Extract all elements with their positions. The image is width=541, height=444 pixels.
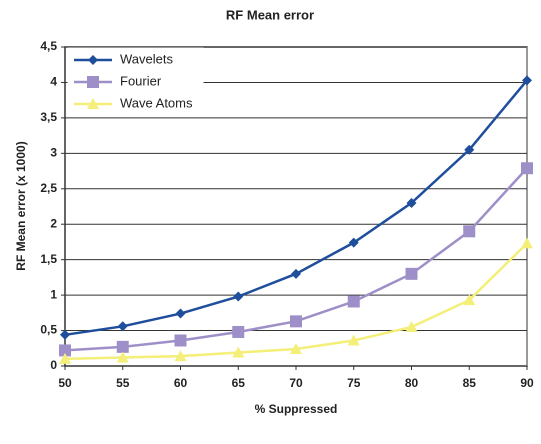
marker [232,346,245,358]
marker [232,325,245,338]
y-tick-label: 1,5 [40,252,57,266]
marker [347,334,360,346]
marker [406,197,417,208]
chart-title: RF Mean error [226,7,314,22]
x-tick-label: 55 [116,376,130,390]
marker [59,344,71,357]
legend-label: Wavelets [120,51,173,66]
marker [522,75,532,86]
y-tick-label: 2 [50,216,57,230]
marker [116,340,129,353]
marker [116,351,129,363]
legend-label: Fourier [120,73,162,88]
marker [290,342,302,354]
marker [347,295,360,308]
y-tick-label: 3 [50,146,57,160]
marker [88,55,98,65]
marker [59,352,71,364]
marker [521,162,533,175]
marker [60,329,70,340]
marker [348,237,359,248]
marker [405,267,418,280]
marker [175,308,186,319]
x-tick-label: 90 [520,376,534,390]
y-tick-label: 0,5 [40,323,57,337]
x-tick-label: 75 [347,376,361,390]
marker [87,98,99,109]
x-axis-label: % Suppressed [255,402,338,416]
marker [290,315,302,328]
marker [174,334,187,347]
legend-label: Wave Atoms [120,95,193,110]
marker [463,294,476,306]
x-tick-label: 70 [289,376,303,390]
x-tick-label: 50 [58,376,72,390]
y-tick-label: 0 [50,358,57,372]
x-tick-label: 85 [463,376,477,390]
marker [233,291,244,302]
x-tick-label: 65 [232,376,246,390]
y-tick-label: 4,5 [40,39,57,53]
marker [521,237,533,249]
y-tick-label: 2,5 [40,181,57,195]
marker [117,321,128,332]
y-axis-label: RF Mean error (x 1000) [14,141,28,270]
marker [463,225,476,238]
y-tick-label: 1 [50,287,57,301]
marker [291,268,301,279]
marker [405,321,418,333]
x-tick-label: 80 [405,376,419,390]
marker [174,350,187,362]
x-tick-label: 60 [174,376,188,390]
marker [464,144,475,155]
y-tick-label: 4 [50,75,57,89]
y-tick-label: 3,5 [40,110,57,124]
marker [87,76,99,88]
